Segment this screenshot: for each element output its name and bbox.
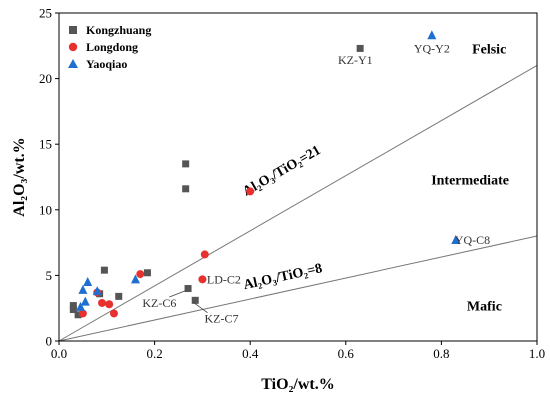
region-label-mafic: Mafic bbox=[467, 300, 502, 315]
annotation-kz-y1: KZ-Y1 bbox=[338, 53, 373, 67]
yaoqiao-point bbox=[427, 30, 437, 40]
longdong-point bbox=[246, 187, 255, 196]
legend-marker-kongzhuang bbox=[69, 26, 77, 34]
yaoqiao-point bbox=[130, 274, 140, 284]
longdong-point bbox=[78, 309, 87, 318]
legend-label-kongzhuang: Kongzhuang bbox=[86, 23, 151, 37]
y-tick-label: 20 bbox=[39, 71, 52, 86]
yaoqiao-point bbox=[451, 234, 461, 244]
y-tick-label: 10 bbox=[39, 202, 52, 217]
x-axis: 0.0 0.2 0.4 0.6 0.8 1.0 bbox=[51, 341, 545, 361]
legend-marker-longdong bbox=[68, 42, 78, 52]
kongzhuang-point bbox=[182, 185, 190, 193]
y-axis-title: Al₂O₃/wt.% bbox=[11, 137, 28, 216]
yaoqiao-point bbox=[78, 284, 88, 294]
longdong-point bbox=[98, 298, 107, 307]
yaoqiao-point bbox=[80, 296, 90, 306]
legend-label-yaoqiao: Yaoqiao bbox=[86, 57, 127, 71]
data-points bbox=[69, 30, 461, 319]
y-tick-label: 5 bbox=[46, 268, 53, 283]
ratio-line-21 bbox=[58, 65, 538, 342]
x-tick-label: 1.0 bbox=[529, 346, 545, 361]
annotation-yq-y2: YQ-Y2 bbox=[414, 41, 450, 55]
x-tick-label: 0.6 bbox=[338, 346, 355, 361]
annotation-kz-c6: KZ-C6 bbox=[142, 296, 176, 310]
kongzhuang-point bbox=[356, 44, 364, 52]
kongzhuang-point bbox=[184, 285, 192, 293]
annotation-leader bbox=[192, 302, 208, 314]
annotation-leader bbox=[169, 290, 187, 298]
y-axis: 0 5 10 15 20 25 bbox=[39, 6, 59, 349]
yaoqiao-point bbox=[83, 276, 93, 286]
longdong-point bbox=[198, 275, 207, 284]
longdong-point bbox=[109, 309, 118, 318]
kongzhuang-point bbox=[69, 302, 77, 310]
x-tick-label: 0.4 bbox=[242, 346, 259, 361]
annotation-yq-c8: YQ-C8 bbox=[455, 233, 490, 247]
yaoqiao-point bbox=[92, 286, 102, 296]
longdong-point bbox=[105, 300, 114, 309]
point-annotations: KZ-Y1 YQ-Y2 YQ-C8 LD-C2 KZ-C6 KZ-C7 bbox=[142, 41, 490, 325]
kongzhuang-point bbox=[143, 269, 151, 277]
kongzhuang-point bbox=[100, 266, 108, 274]
region-label-intermediate: Intermediate bbox=[431, 174, 509, 189]
plot-frame bbox=[58, 12, 538, 342]
y-tick-label: 0 bbox=[46, 334, 53, 349]
kongzhuang-point bbox=[191, 296, 199, 304]
yaoqiao-point bbox=[76, 301, 86, 311]
ratio-line-label: Al₂O₃/TiO₂=8 bbox=[242, 261, 324, 293]
annotation-kz-c7: KZ-C7 bbox=[205, 312, 239, 326]
x-tick-label: 0.8 bbox=[433, 346, 449, 361]
legend-label-longdong: Longdong bbox=[86, 40, 138, 54]
kongzhuang-point bbox=[115, 292, 123, 300]
kongzhuang-point bbox=[182, 160, 190, 168]
region-labels: Felsic Intermediate Mafic bbox=[431, 42, 509, 314]
x-axis-title: TiO₂/wt.% bbox=[261, 376, 334, 393]
kongzhuang-point bbox=[69, 306, 77, 314]
longdong-point bbox=[200, 250, 209, 259]
legend-marker-yaoqiao bbox=[68, 59, 78, 68]
region-label-felsic: Felsic bbox=[472, 42, 506, 57]
legend: Kongzhuang Longdong Yaoqiao bbox=[68, 23, 151, 71]
x-tick-label: 0.0 bbox=[51, 346, 67, 361]
y-tick-label: 15 bbox=[39, 137, 52, 152]
y-tick-label: 25 bbox=[39, 6, 52, 21]
kongzhuang-point bbox=[74, 311, 82, 319]
x-tick-label: 0.2 bbox=[146, 346, 162, 361]
annotation-ld-c2: LD-C2 bbox=[207, 272, 241, 286]
longdong-point bbox=[136, 270, 145, 279]
ratio-line-8 bbox=[58, 235, 538, 342]
